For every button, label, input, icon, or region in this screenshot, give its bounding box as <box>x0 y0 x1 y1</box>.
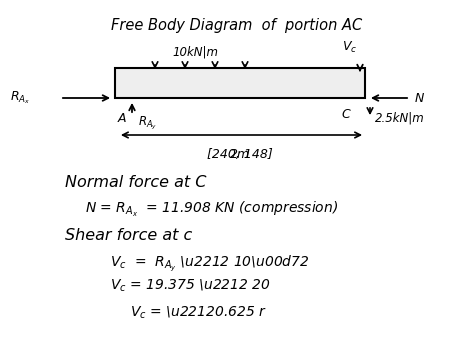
Text: 10kN|m: 10kN|m <box>172 45 218 58</box>
Text: N: N <box>415 92 424 104</box>
Text: N = $R_{A_x}$  = 11.908 KN (compression): N = $R_{A_x}$ = 11.908 KN (compression) <box>85 200 338 219</box>
Text: A: A <box>118 112 127 125</box>
Text: C: C <box>341 108 350 121</box>
Text: Normal force at C: Normal force at C <box>65 175 206 190</box>
Text: $V_c$: $V_c$ <box>342 40 357 55</box>
Text: [240, 148]: [240, 148] <box>207 148 273 161</box>
Text: Free Body Diagram  of  portion AC: Free Body Diagram of portion AC <box>111 18 363 33</box>
Text: $V_c$ = 19.375 \u2212 20: $V_c$ = 19.375 \u2212 20 <box>110 278 271 294</box>
Text: $V_c$ = \u22120.625 r: $V_c$ = \u22120.625 r <box>130 305 267 321</box>
Text: $V_c$  =  $R_{A_y}$ \u2212 10\u00d72: $V_c$ = $R_{A_y}$ \u2212 10\u00d72 <box>110 253 310 273</box>
Text: 2m: 2m <box>230 148 250 161</box>
Text: Shear force at c: Shear force at c <box>65 228 192 243</box>
Text: $R_{A_y}$: $R_{A_y}$ <box>138 115 157 132</box>
Bar <box>115 68 365 98</box>
Text: $R_{A_x}$: $R_{A_x}$ <box>9 90 30 106</box>
Text: 2.5kN|m: 2.5kN|m <box>375 112 425 125</box>
